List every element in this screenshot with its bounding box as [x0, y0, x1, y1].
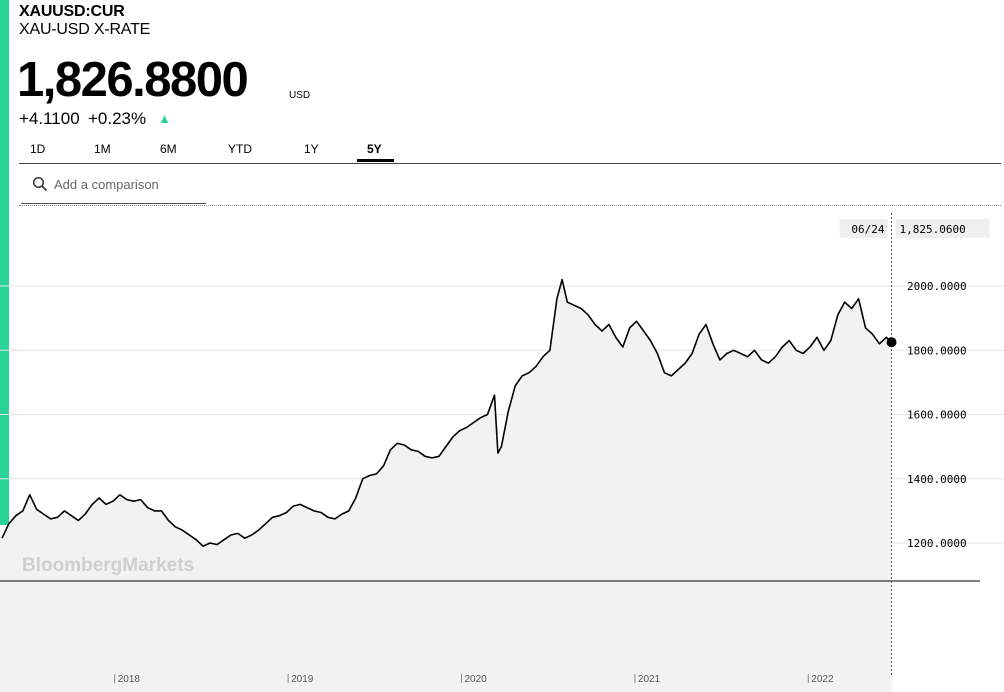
active-tab-indicator: [357, 159, 394, 162]
y-tick-label: 2000.0000: [907, 280, 967, 293]
x-tick-label: 2021: [638, 674, 661, 685]
tooltip-date-box: [839, 219, 888, 238]
bloomberg-watermark: BloombergMarkets: [22, 555, 194, 576]
y-axis: 1200.0000 1400.0000 1600.0000 1800.0000 2000…: [907, 280, 967, 550]
price-change-percent: +0.23%: [88, 109, 147, 128]
ticker-symbol: XAUUSD:CUR: [19, 3, 125, 20]
up-arrow-icon: ▲: [158, 111, 171, 126]
last-price: 1,826.8800: [17, 53, 249, 107]
tooltip-date: 06/24: [851, 223, 884, 236]
tab-ytd[interactable]: YTD: [228, 142, 252, 156]
y-tick-label: 1400.0000: [907, 473, 967, 486]
comparison-search-field[interactable]: Add a comparison: [21, 162, 206, 204]
tab-6m[interactable]: 6M: [160, 142, 177, 156]
x-tick-label: 2022: [811, 674, 834, 685]
x-axis: 2018 2019 2020 2021 2022: [114, 674, 834, 685]
last-value-marker: [886, 337, 897, 348]
crosshair-tooltip: 06/24 1,825.0600: [839, 219, 990, 238]
currency-label: USD: [289, 90, 311, 101]
instrument-name: XAU-USD X-RATE: [19, 21, 151, 38]
tooltip-value: 1,825.0600: [900, 223, 966, 236]
tooltip-value-box: [895, 219, 990, 238]
price-line: [1, 278, 893, 547]
y-tick-label: 1200.0000: [907, 537, 967, 550]
accent-bar: [0, 0, 9, 525]
tab-1m[interactable]: 1M: [94, 142, 111, 156]
price-area: [0, 279, 892, 692]
x-tick-label: 2020: [465, 674, 488, 685]
tab-1y[interactable]: 1Y: [304, 142, 319, 156]
tab-5y[interactable]: 5Y: [367, 142, 382, 156]
price-chart[interactable]: BloombergMarkets 06/24 1,825.0600 1200.00…: [0, 205, 1004, 692]
y-tick-label: 1600.0000: [907, 409, 967, 422]
comparison-placeholder: Add a comparison: [54, 177, 159, 192]
x-tick-label: 2019: [291, 674, 314, 685]
price-change: +4.1100: [19, 109, 80, 128]
search-icon: [32, 176, 48, 192]
y-tick-label: 1800.0000: [907, 344, 967, 357]
x-tick-label: 2018: [118, 674, 141, 685]
range-tabs: 1D 1M 6M YTD 1Y 5Y: [19, 140, 1001, 164]
tab-1d[interactable]: 1D: [30, 142, 46, 156]
comparison-row: Add a comparison: [19, 162, 1001, 206]
